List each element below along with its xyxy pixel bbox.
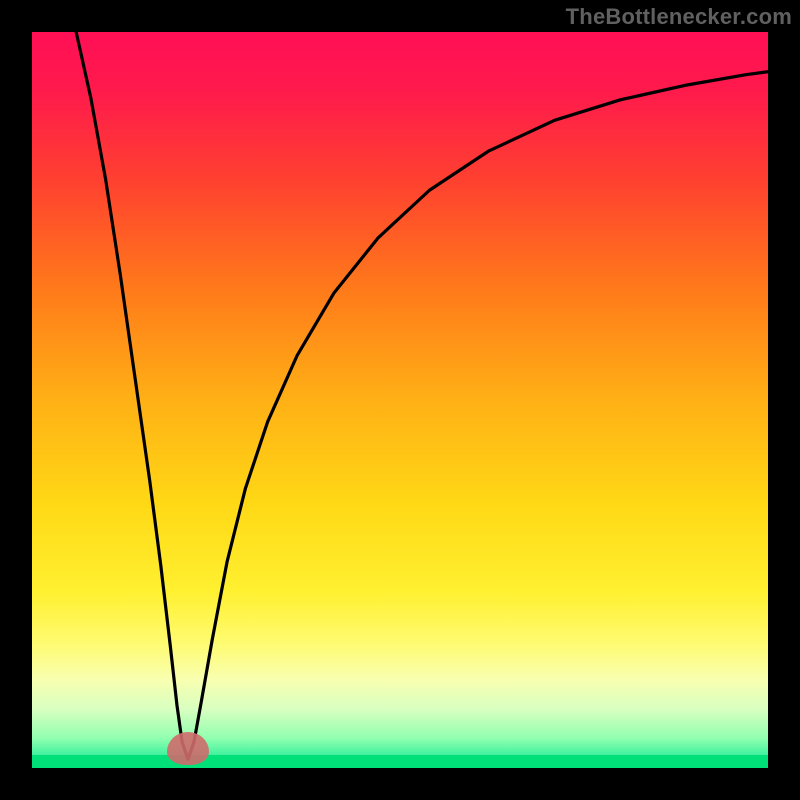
chart-container: TheBottlenecker.com [0, 0, 800, 800]
watermark-text: TheBottlenecker.com [566, 4, 792, 30]
plot-area [32, 32, 768, 768]
bottleneck-curve [32, 32, 768, 768]
curve-path [76, 32, 768, 759]
